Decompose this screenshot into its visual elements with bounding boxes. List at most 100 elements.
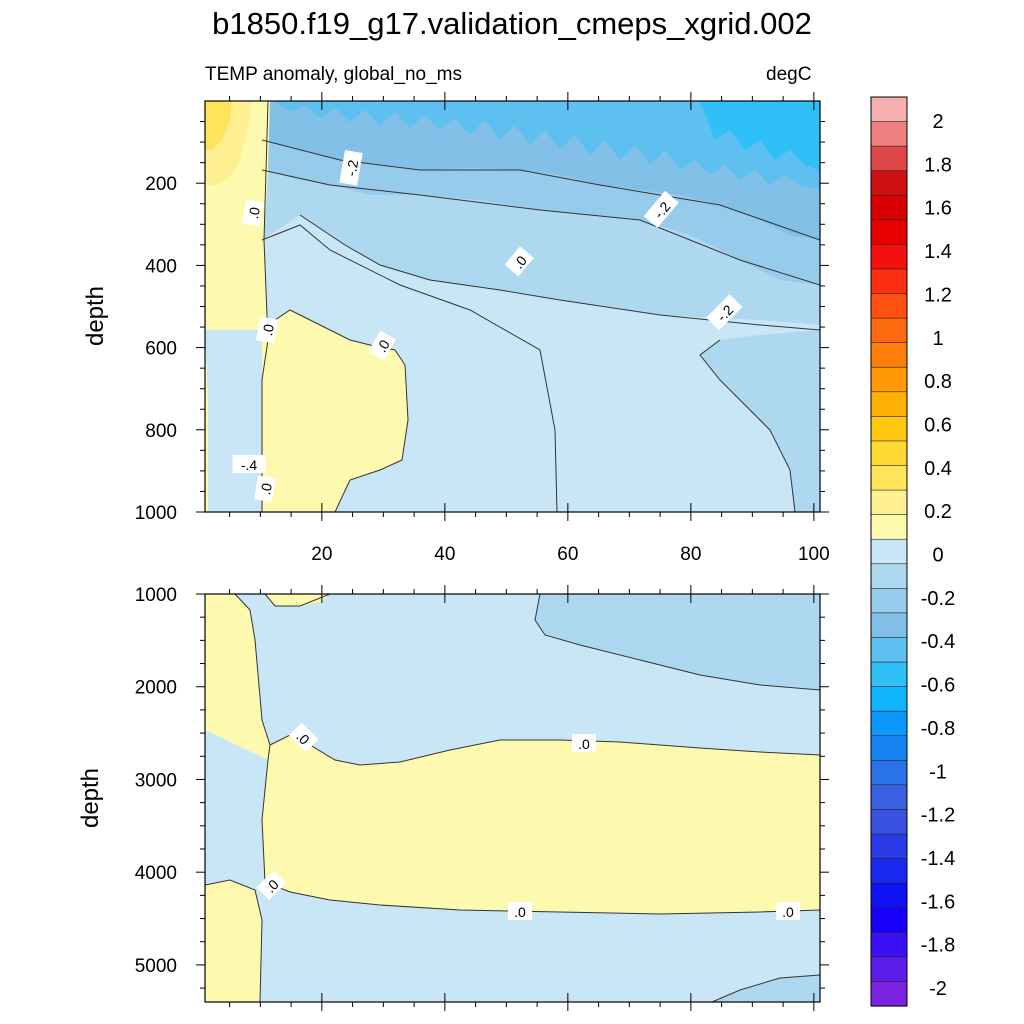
colorbar-swatch <box>870 440 908 467</box>
lower-y-tick-label: 2000 <box>135 678 177 699</box>
colorbar-label: 1.8 <box>924 154 952 176</box>
upper-contour-label-text: .0 <box>257 482 275 496</box>
colorbar-swatch <box>870 293 908 319</box>
upper-region-pos-pocket <box>262 310 408 512</box>
lower-y-axis-label: depth <box>77 768 104 828</box>
colorbar-swatch <box>870 416 908 442</box>
lower-contour-label: .0 <box>776 902 800 920</box>
colorbar-swatch <box>870 833 908 860</box>
colorbar-swatch <box>870 465 908 491</box>
colorbar-label: -2 <box>929 978 947 1000</box>
upper-x-tick-label: 80 <box>680 544 701 565</box>
upper-contour-label-bg <box>256 316 278 344</box>
colorbar-swatch <box>870 268 908 295</box>
colorbar-swatch <box>870 612 908 639</box>
upper-x-tick-label: 60 <box>557 544 578 565</box>
colorbar-swatch <box>870 760 908 786</box>
lower-region-neg-upper <box>535 594 820 690</box>
upper-contour-label: -.2 <box>339 150 363 186</box>
colorbar-swatch <box>870 956 908 983</box>
colorbar-swatch <box>870 489 908 516</box>
lower-y-tick-label: 5000 <box>135 956 177 977</box>
upper-contour-label-bg <box>643 190 679 228</box>
upper-contour-label-bg <box>254 475 276 503</box>
upper-y-tick-label: 800 <box>145 421 177 442</box>
lower-contour-label: .0 <box>288 722 319 753</box>
lower-contour-label-bg <box>288 722 319 753</box>
colorbar-label: 1.4 <box>924 241 952 263</box>
chart-title: b1850.f19_g17.validation_cmeps_xgrid.002 <box>212 6 812 41</box>
colorbar-label: 1.2 <box>924 284 952 306</box>
colorbar-label: -1.2 <box>921 805 955 827</box>
colorbar-swatch <box>870 170 908 196</box>
colorbar-swatch <box>870 96 908 123</box>
upper-y-axis-label: depth <box>82 286 109 346</box>
lower-region-pos-band <box>262 735 820 914</box>
colorbar-swatch <box>870 907 908 933</box>
upper-region-pos-peak <box>205 101 232 150</box>
colorbar-label: 0.6 <box>924 414 952 436</box>
colorbar-swatch <box>870 735 908 761</box>
colorbar-labels: 2 1.8 1.6 1.4 1.2 1 0.8 0.6 0.4 0.2 0 -0.2 -0.4 -0.6 -… <box>921 111 955 1000</box>
colorbar-label: 0 <box>932 545 943 567</box>
colorbar-swatch <box>870 244 908 270</box>
lower-region-pos-left-bottom <box>205 880 262 1002</box>
colorbar-label: 0.4 <box>924 458 952 480</box>
colorbar-label: -0.2 <box>921 588 955 610</box>
upper-contour-label-bg <box>368 330 396 361</box>
lower-region-pos-strip <box>265 594 330 606</box>
upper-contour-label-text: .0 <box>259 323 277 337</box>
colorbar-label: -1 <box>929 761 947 783</box>
upper-contour-label: -.4 <box>232 455 266 473</box>
colorbar <box>870 96 908 1007</box>
upper-region-neg-strong <box>275 101 820 190</box>
lower-contour-label-bg <box>572 734 596 752</box>
lower-y-tick-label: 4000 <box>135 863 177 884</box>
colorbar-swatch <box>870 563 908 589</box>
upper-x-tick-label: 100 <box>798 544 830 565</box>
colorbar-label: -1.8 <box>921 935 955 957</box>
upper-contour-label: .0 <box>242 199 264 227</box>
lower-contour-label-bg <box>256 870 287 901</box>
colorbar-swatch <box>870 981 908 1007</box>
upper-y-tick-label: 600 <box>145 339 177 360</box>
colorbar-swatch <box>870 882 908 909</box>
upper-contour-label: .0 <box>256 316 278 344</box>
lower-axis-ticks: 1000 2000 3000 4000 5000 <box>135 585 829 1011</box>
lower-contour-label: .0 <box>572 734 596 752</box>
colorbar-swatch <box>870 686 908 712</box>
lower-plot-area <box>205 594 820 1002</box>
colorbar-label: -1.6 <box>921 891 955 913</box>
colorbar-label: 2 <box>932 111 943 133</box>
upper-x-tick-label: 20 <box>311 544 332 565</box>
lower-contour-label-text: .0 <box>578 736 590 752</box>
colorbar-swatch <box>870 219 908 246</box>
colorbar-swatch <box>870 661 908 688</box>
colorbar-swatch <box>870 931 908 958</box>
upper-contour-label-text: -.2 <box>343 158 362 177</box>
upper-contour-label-text: -.4 <box>241 457 258 473</box>
lower-contour-label-bg <box>508 902 532 920</box>
upper-contour-label-bg <box>339 150 363 186</box>
lower-contour-label-group: .0 .0 .0 .0 .0 <box>256 722 800 920</box>
colorbar-label: -0.6 <box>921 675 955 697</box>
lower-contour-label: .0 <box>508 902 532 920</box>
colorbar-swatch <box>870 538 908 565</box>
upper-contour-label: .0 <box>368 330 396 361</box>
colorbar-label: 0.2 <box>924 501 952 523</box>
upper-y-tick-label: 200 <box>145 174 177 195</box>
lower-y-tick-label: 1000 <box>135 585 177 606</box>
lower-region-neg-bottom <box>712 975 820 1002</box>
colorbar-frame <box>870 96 908 1007</box>
upper-contour-label-bg <box>706 294 743 331</box>
colorbar-swatch <box>870 121 908 147</box>
upper-contour-label-bg <box>232 455 266 473</box>
upper-plot-area <box>205 101 820 512</box>
upper-region-neg-max <box>700 101 820 170</box>
upper-x-tick-label: 40 <box>434 544 455 565</box>
colorbar-swatch <box>870 514 908 540</box>
lower-plot-frame <box>204 593 821 1003</box>
upper-contour-label-text: .0 <box>245 206 263 220</box>
upper-contour-label: .0 <box>504 246 534 277</box>
